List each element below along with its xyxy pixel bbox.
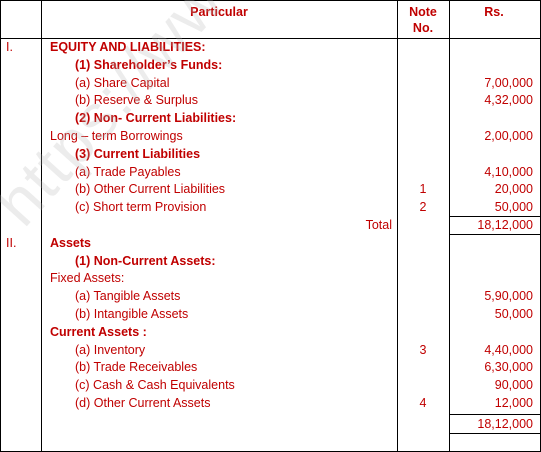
row-amount: 4,40,000 xyxy=(484,342,533,357)
table-border-left xyxy=(0,0,1,452)
row-particular: (b) Other Current Liabilities xyxy=(75,182,226,197)
row-particular: (1) Non-Current Assets: xyxy=(75,253,216,268)
row-particular: Fixed Assets: xyxy=(50,271,125,286)
row-amount: 5,90,000 xyxy=(484,289,533,304)
header-note-line1: Note xyxy=(409,5,437,19)
total-divider xyxy=(449,234,541,235)
header-amount: Rs. xyxy=(484,5,504,19)
row-particular: Current Assets : xyxy=(50,324,147,339)
row-particular: (3) Current Liabilities xyxy=(75,146,201,161)
column-divider xyxy=(41,0,42,452)
row-particular: (c) Cash & Cash Equivalents xyxy=(75,378,235,393)
column-divider xyxy=(449,0,450,452)
row-amount: 4,32,000 xyxy=(484,93,533,108)
row-particular: (a) Trade Payables xyxy=(75,164,181,179)
row-particular: EQUITY AND LIABILITIES: xyxy=(50,40,206,54)
header-particular: Particular xyxy=(190,5,248,19)
row-particular: (1) Shareholder’s Funds: xyxy=(75,57,223,72)
row-amount: 50,000 xyxy=(494,200,533,215)
amount-underline xyxy=(449,414,541,415)
final-total-amount: 18,12,000 xyxy=(477,417,533,431)
row-amount: 7,00,000 xyxy=(484,75,533,90)
row-amount: 2,00,000 xyxy=(484,129,533,143)
total-amount: 18,12,000 xyxy=(477,218,533,232)
row-amount: 90,000 xyxy=(494,378,533,393)
total-label: Total xyxy=(365,218,392,232)
table-border-top xyxy=(0,0,541,1)
row-particular: (2) Non- Current Liabilities: xyxy=(75,111,237,126)
row-particular: (b) Reserve & Surplus xyxy=(75,93,198,108)
row-note: 1 xyxy=(419,182,427,197)
row-amount: 12,000 xyxy=(494,396,533,410)
row-amount: 50,000 xyxy=(494,307,533,321)
row-particular: (a) Inventory xyxy=(75,342,146,357)
header-note-line2: No. xyxy=(412,21,434,35)
row-particular: Assets xyxy=(50,235,91,250)
row-particular: Long – term Borrowings xyxy=(50,129,183,143)
row-amount: 6,30,000 xyxy=(484,360,533,375)
row-particular: (a) Share Capital xyxy=(75,75,170,90)
row-particular: (d) Other Current Assets xyxy=(75,396,211,410)
row-note: 4 xyxy=(419,396,427,410)
column-divider xyxy=(397,0,398,452)
row-number: I. xyxy=(6,40,13,54)
row-number: II. xyxy=(6,235,17,250)
row-amount: 4,10,000 xyxy=(484,164,533,179)
row-note: 2 xyxy=(419,200,427,215)
amount-underline xyxy=(449,216,541,217)
row-particular: (c) Short term Provision xyxy=(75,200,207,215)
row-particular: (a) Tangible Assets xyxy=(75,289,181,304)
row-amount: 20,000 xyxy=(494,182,533,197)
header-note: Note No. xyxy=(397,4,449,36)
header-divider xyxy=(0,38,541,39)
row-particular: (b) Intangible Assets xyxy=(75,307,189,321)
row-particular: (b) Trade Receivables xyxy=(75,360,198,375)
amount-underline xyxy=(449,433,541,434)
row-note: 3 xyxy=(419,342,427,357)
